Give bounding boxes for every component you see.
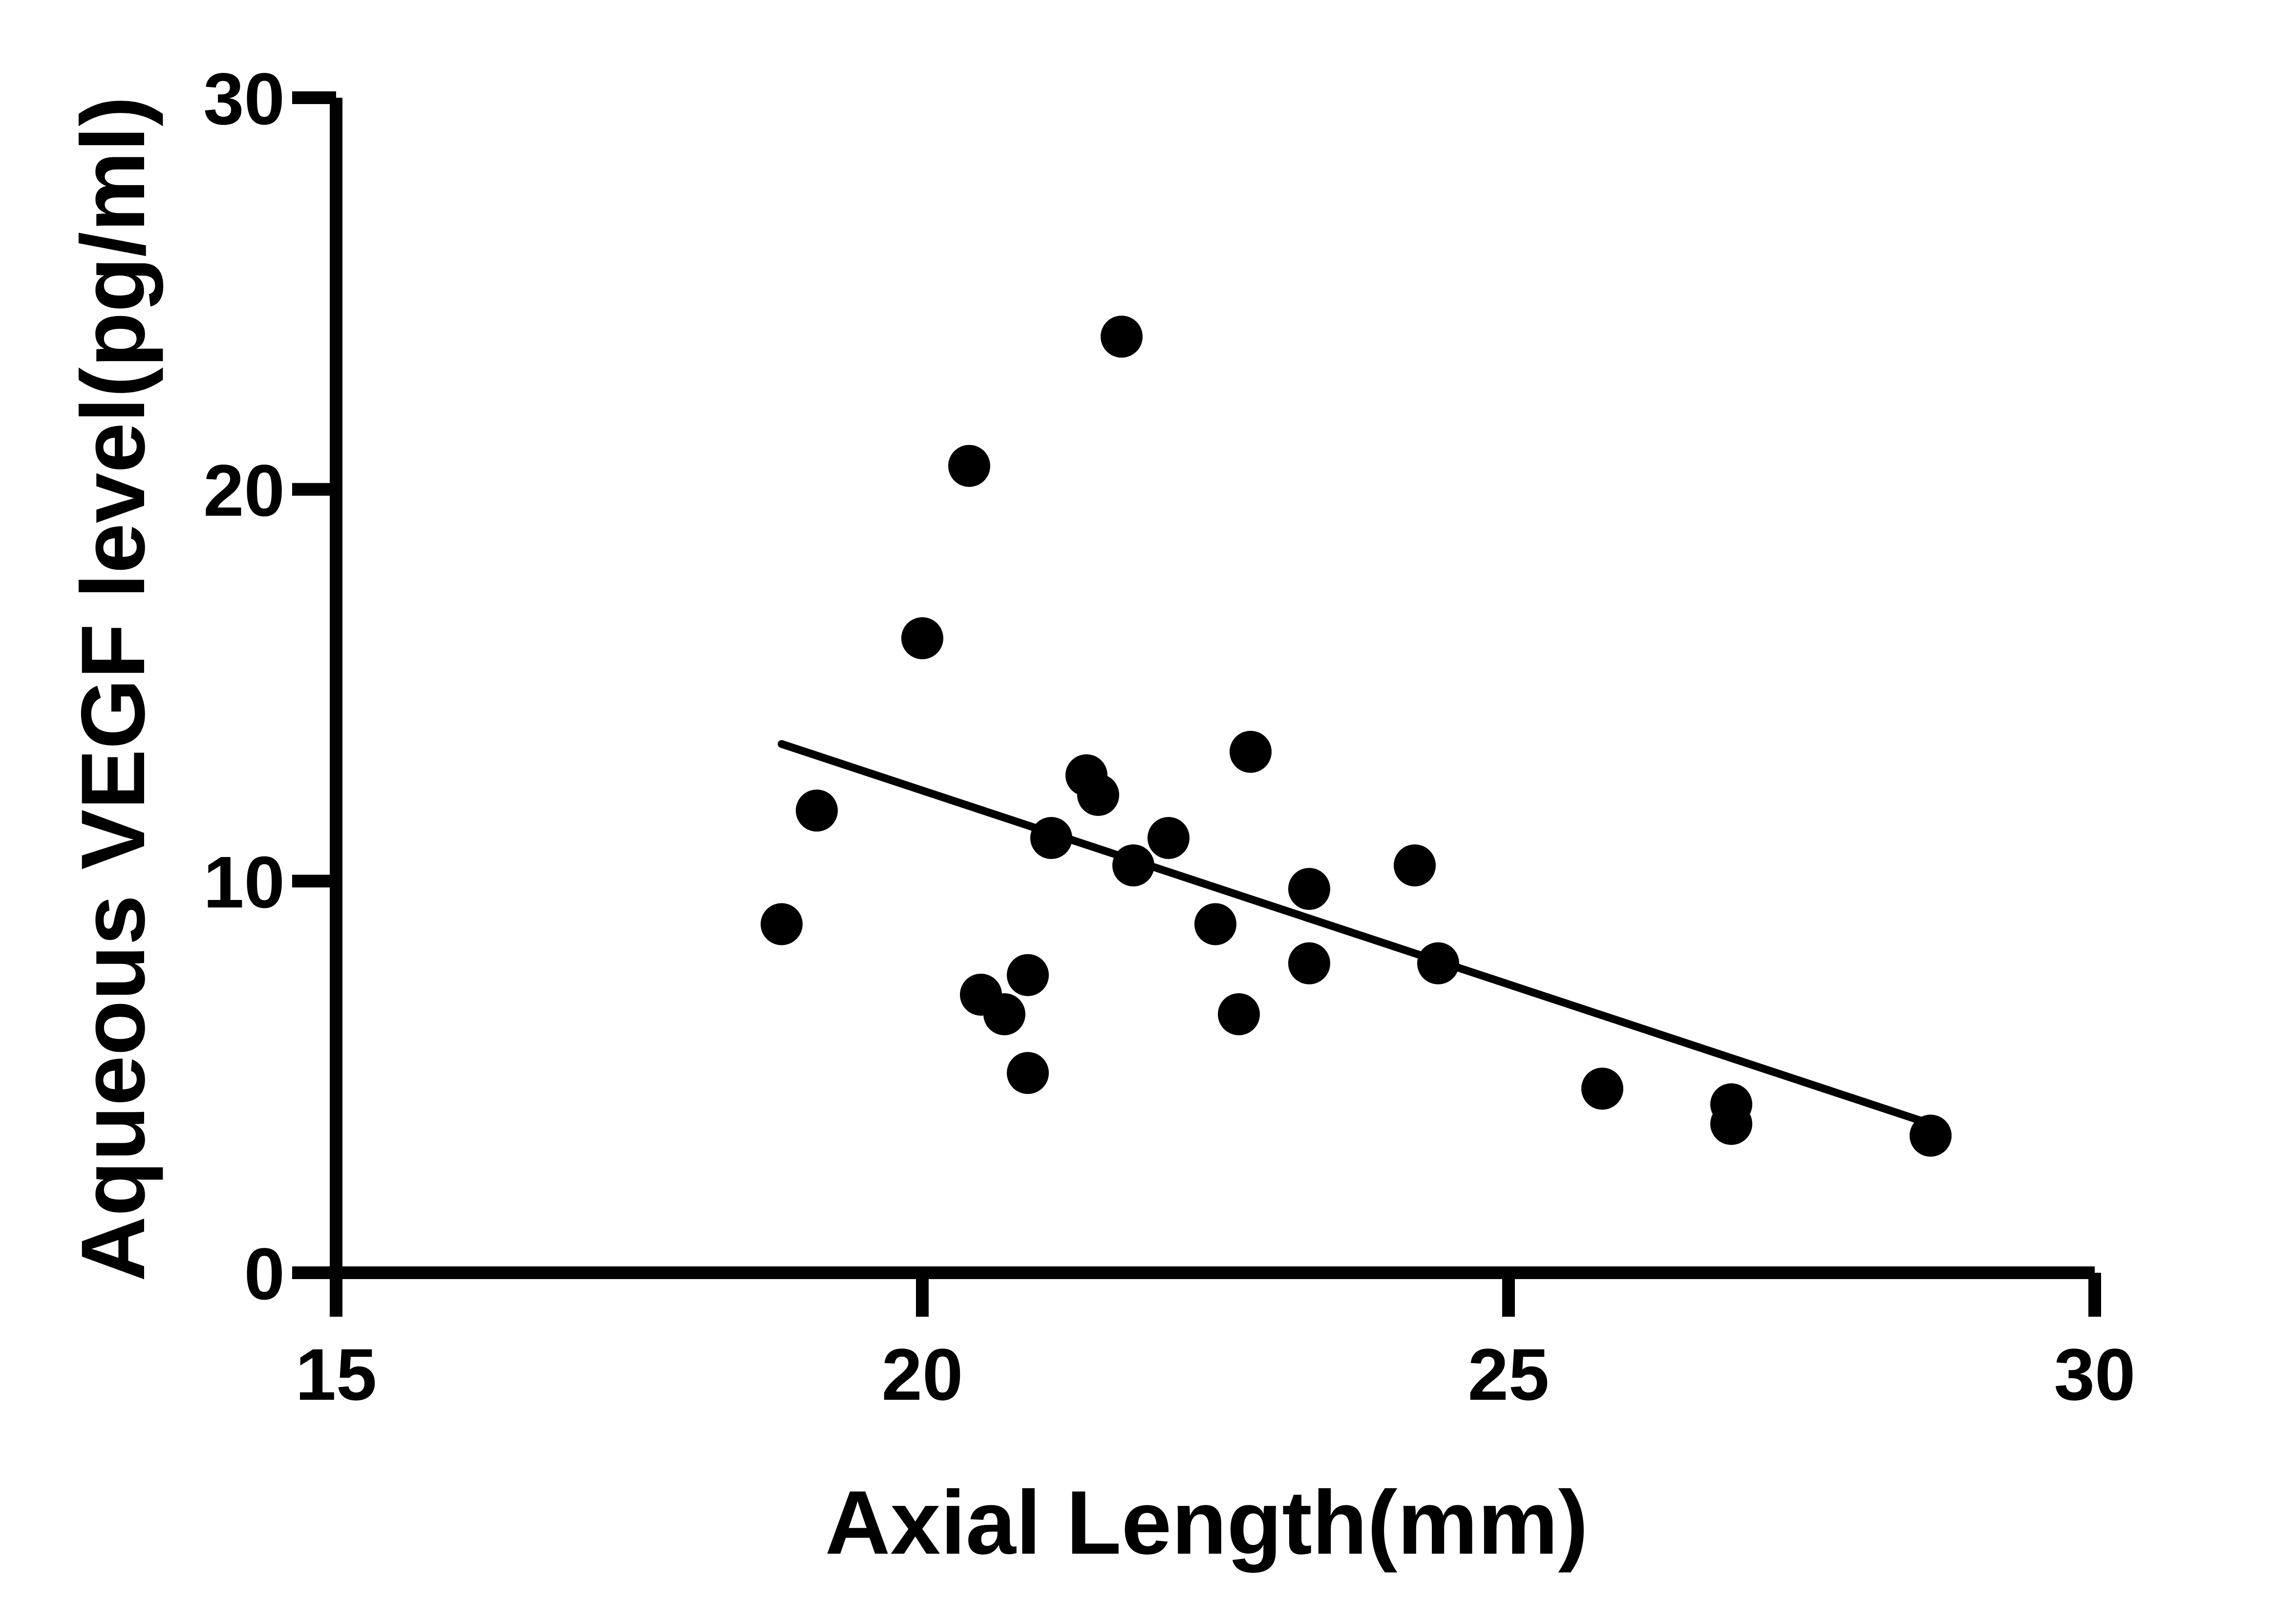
- data-point-11: [1077, 773, 1119, 816]
- data-points: [761, 316, 1952, 1157]
- data-point-15: [1194, 903, 1236, 945]
- x-tick-label-25: 25: [1468, 1333, 1550, 1415]
- data-point-1: [761, 903, 803, 945]
- y-axis-title: Aqueous VEGF level(pg/ml): [63, 96, 164, 1282]
- data-point-21: [1417, 942, 1459, 984]
- data-point-12: [1101, 316, 1143, 358]
- y-tick-label-10: 10: [203, 841, 285, 923]
- data-point-8: [1007, 1052, 1049, 1094]
- x-axis-title: Axial Length(mm): [825, 1473, 1588, 1573]
- trendline: [778, 740, 1935, 1128]
- y-axis-ticks: 0 10 20 30: [203, 58, 336, 1315]
- x-tick-label-20: 20: [882, 1333, 963, 1415]
- data-point-6: [983, 993, 1025, 1035]
- data-point-17: [1230, 730, 1272, 773]
- data-point-25: [1910, 1114, 1952, 1157]
- x-axis-ticks: 15 20 25 30: [296, 1273, 2136, 1415]
- y-tick-label-0: 0: [244, 1233, 285, 1315]
- data-point-19: [1288, 942, 1330, 984]
- data-point-18: [1288, 868, 1330, 910]
- data-point-4: [948, 445, 990, 487]
- y-tick-label-20: 20: [203, 449, 285, 532]
- data-point-24: [1710, 1103, 1752, 1145]
- data-point-7: [1007, 954, 1049, 996]
- data-point-22: [1581, 1068, 1623, 1110]
- data-point-9: [1030, 817, 1072, 859]
- x-tick-label-30: 30: [2054, 1333, 2136, 1415]
- data-point-13: [1112, 844, 1154, 887]
- data-point-16: [1218, 993, 1260, 1035]
- trendline-group: [778, 740, 1935, 1128]
- data-point-14: [1148, 817, 1190, 859]
- y-tick-label-30: 30: [203, 58, 285, 140]
- axes: [292, 98, 2095, 1317]
- x-tick-label-15: 15: [296, 1333, 377, 1415]
- data-point-3: [901, 617, 943, 660]
- data-point-2: [796, 790, 838, 832]
- data-point-20: [1394, 844, 1436, 887]
